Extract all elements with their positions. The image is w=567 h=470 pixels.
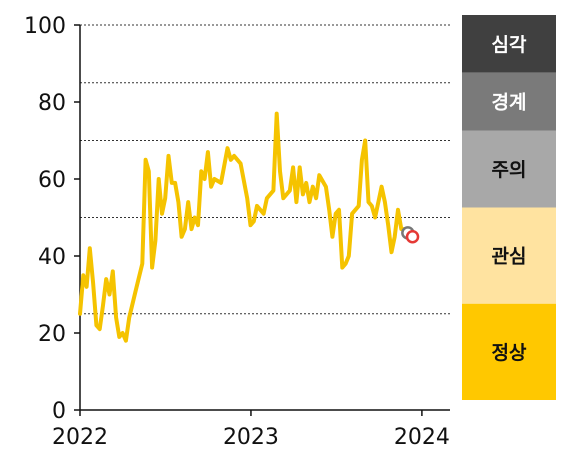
gridlines xyxy=(80,24,450,315)
series-layer xyxy=(78,111,410,343)
legend-band-3 xyxy=(462,207,556,304)
legend-band-label-2: 주의 xyxy=(492,159,527,181)
x-tick-label-2022: 2022 xyxy=(52,425,108,450)
x-tick-label-2023: 2023 xyxy=(223,425,279,450)
y-tick-label-60: 60 xyxy=(38,168,66,193)
x-tick-label-2024: 2024 xyxy=(394,425,450,450)
y-tick-label-40: 40 xyxy=(38,245,66,270)
y-tick-label-0: 0 xyxy=(52,399,66,424)
legend-band-label-1: 경계 xyxy=(492,92,527,114)
legend-band-label-4: 정상 xyxy=(492,342,527,364)
legend-band-label-3: 관심 xyxy=(492,246,527,268)
end-marker-1 xyxy=(405,230,420,244)
y-tick-label-80: 80 xyxy=(38,91,66,116)
legend-band-label-0: 심각 xyxy=(492,34,527,56)
legend-band-2 xyxy=(462,130,556,208)
legend-band-1 xyxy=(462,72,556,131)
y-tick-label-100: 100 xyxy=(24,14,66,39)
tick-labels: 0 20 40 60 80 100 2022 2023 2024 xyxy=(24,14,450,450)
axes xyxy=(79,25,450,411)
markers xyxy=(401,226,420,244)
series-line-0 xyxy=(78,111,410,343)
legend-band-0 xyxy=(462,15,556,73)
legend-band-4 xyxy=(462,303,556,400)
y-tick-label-20: 20 xyxy=(38,322,66,347)
